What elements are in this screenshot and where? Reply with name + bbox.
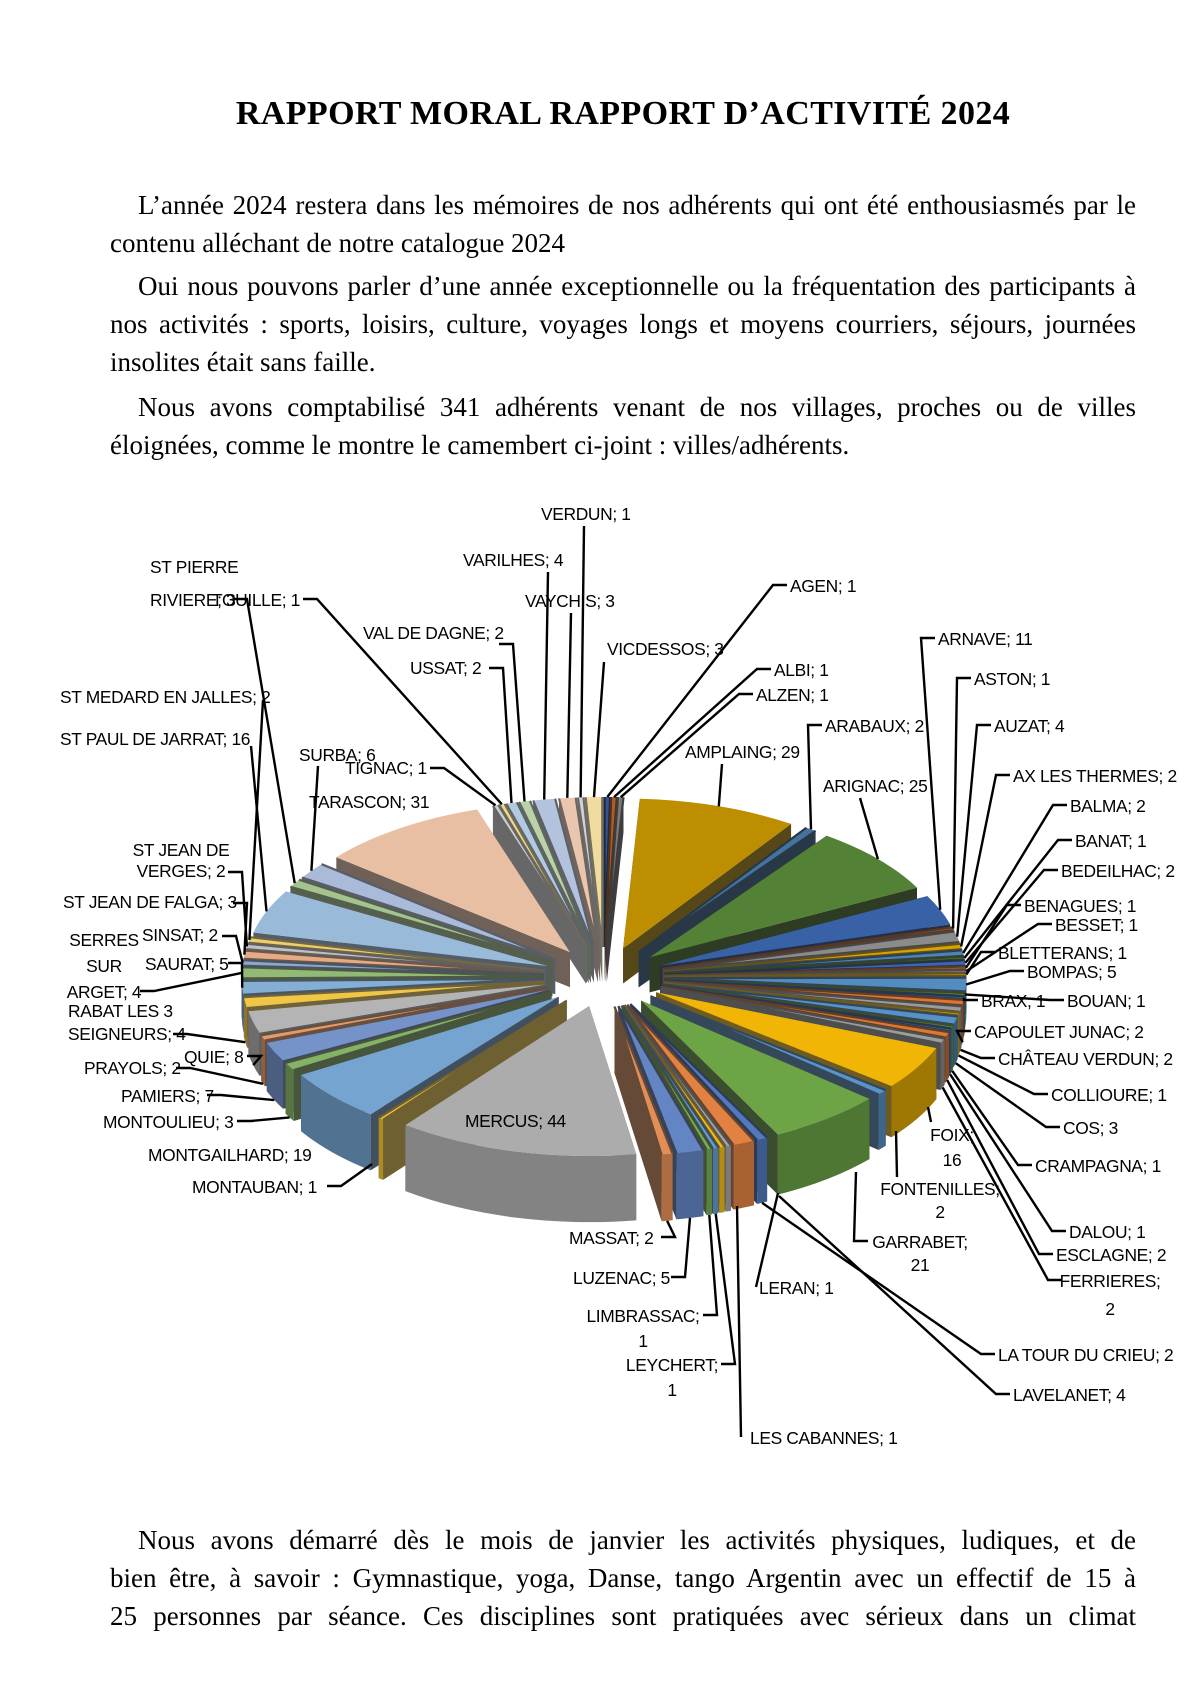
svg-text:LUZENAC; 5: LUZENAC; 5 xyxy=(573,1268,670,1288)
svg-text:ST MEDARD EN JALLES; 2: ST MEDARD EN JALLES; 2 xyxy=(60,687,270,707)
svg-text:ALZEN; 1: ALZEN; 1 xyxy=(756,685,829,705)
svg-text:LIMBRASSAC;: LIMBRASSAC; xyxy=(586,1306,699,1326)
svg-text:AUZAT; 4: AUZAT; 4 xyxy=(994,716,1065,736)
svg-text:SAURAT; 5: SAURAT; 5 xyxy=(145,954,229,974)
svg-text:ARGET; 4: ARGET; 4 xyxy=(67,982,142,1002)
svg-text:16: 16 xyxy=(943,1150,962,1170)
svg-text:LES CABANNES; 1: LES CABANNES; 1 xyxy=(750,1428,897,1448)
svg-text:ST JEAN DE: ST JEAN DE xyxy=(133,840,230,860)
svg-text:21: 21 xyxy=(911,1255,930,1275)
svg-text:CHÂTEAU VERDUN; 2: CHÂTEAU VERDUN; 2 xyxy=(998,1049,1173,1069)
svg-text:BEDEILHAC; 2: BEDEILHAC; 2 xyxy=(1061,861,1175,881)
svg-text:ST PIERRE: ST PIERRE xyxy=(150,557,238,577)
svg-text:ST JEAN DE FALGA; 3: ST JEAN DE FALGA; 3 xyxy=(63,892,237,912)
svg-text:TOUILLE; 1: TOUILLE; 1 xyxy=(212,590,300,610)
svg-text:2: 2 xyxy=(935,1202,944,1222)
svg-text:MONTAUBAN; 1: MONTAUBAN; 1 xyxy=(192,1177,317,1197)
svg-text:2: 2 xyxy=(1105,1299,1114,1319)
svg-text:DALOU; 1: DALOU; 1 xyxy=(1069,1222,1145,1242)
svg-text:ASTON; 1: ASTON; 1 xyxy=(974,669,1050,689)
svg-text:1: 1 xyxy=(638,1331,647,1351)
svg-text:GARRABET;: GARRABET; xyxy=(872,1232,967,1252)
svg-text:BALMA; 2: BALMA; 2 xyxy=(1070,796,1146,816)
svg-text:BOUAN; 1: BOUAN; 1 xyxy=(1067,991,1145,1011)
svg-text:LAVELANET; 4: LAVELANET; 4 xyxy=(1013,1385,1126,1405)
svg-text:PAMIERS; 7: PAMIERS; 7 xyxy=(121,1086,214,1106)
svg-text:TIGNAC; 1: TIGNAC; 1 xyxy=(345,758,427,778)
svg-text:LERAN; 1: LERAN; 1 xyxy=(759,1278,834,1298)
svg-text:CAPOULET JUNAC; 2: CAPOULET JUNAC; 2 xyxy=(974,1022,1144,1042)
svg-text:SEIGNEURS; 4: SEIGNEURS; 4 xyxy=(68,1024,186,1044)
svg-text:ARABAUX; 2: ARABAUX; 2 xyxy=(825,716,924,736)
svg-text:ALBI; 1: ALBI; 1 xyxy=(774,660,829,680)
svg-text:FONTENILLES;: FONTENILLES; xyxy=(880,1179,1000,1199)
svg-text:SURBA; 6: SURBA; 6 xyxy=(299,745,375,765)
svg-text:BANAT; 1: BANAT; 1 xyxy=(1075,831,1146,851)
svg-text:FERRIERES;: FERRIERES; xyxy=(1060,1271,1161,1291)
svg-text:PRAYOLS; 2: PRAYOLS; 2 xyxy=(84,1058,181,1078)
svg-text:BRAX; 1: BRAX; 1 xyxy=(981,991,1045,1011)
svg-text:MONTGAILHARD; 19: MONTGAILHARD; 19 xyxy=(148,1145,312,1165)
svg-text:LEYCHERT;: LEYCHERT; xyxy=(626,1355,718,1375)
svg-text:MASSAT; 2: MASSAT; 2 xyxy=(569,1228,653,1248)
svg-text:VARILHES; 4: VARILHES; 4 xyxy=(463,550,564,570)
svg-text:FOIX;: FOIX; xyxy=(930,1125,974,1145)
svg-text:BLETTERANS; 1: BLETTERANS; 1 xyxy=(998,943,1127,963)
svg-text:QUIE; 8: QUIE; 8 xyxy=(184,1047,243,1067)
svg-text:ST PAUL DE JARRAT; 16: ST PAUL DE JARRAT; 16 xyxy=(60,729,250,749)
svg-text:VAL DE DAGNE; 2: VAL DE DAGNE; 2 xyxy=(363,623,504,643)
svg-text:COS; 3: COS; 3 xyxy=(1063,1118,1118,1138)
svg-text:VERDUN; 1: VERDUN; 1 xyxy=(541,504,631,524)
svg-text:AX LES THERMES; 2: AX LES THERMES; 2 xyxy=(1013,766,1177,786)
svg-text:VICDESSOS; 3: VICDESSOS; 3 xyxy=(607,639,724,659)
svg-text:BESSET; 1: BESSET; 1 xyxy=(1055,915,1138,935)
svg-text:1: 1 xyxy=(667,1380,676,1400)
svg-text:VAYCHIS; 3: VAYCHIS; 3 xyxy=(525,591,615,611)
svg-text:MERCUS; 44: MERCUS; 44 xyxy=(465,1111,567,1131)
svg-text:BOMPAS; 5: BOMPAS; 5 xyxy=(1027,962,1116,982)
svg-text:AMPLAING; 29: AMPLAING; 29 xyxy=(685,742,800,762)
svg-text:TARASCON; 31: TARASCON; 31 xyxy=(309,792,429,812)
svg-text:SINSAT; 2: SINSAT; 2 xyxy=(142,925,218,945)
svg-text:MONTOULIEU; 3: MONTOULIEU; 3 xyxy=(103,1112,233,1132)
svg-text:RIVIERE; 3: RIVIERE; 3 xyxy=(150,590,235,610)
svg-text:SUR: SUR xyxy=(86,956,122,976)
svg-text:ESCLAGNE; 2: ESCLAGNE; 2 xyxy=(1056,1245,1166,1265)
svg-text:CRAMPAGNA; 1: CRAMPAGNA; 1 xyxy=(1035,1156,1161,1176)
svg-text:RABAT LES 3: RABAT LES 3 xyxy=(68,1001,173,1021)
svg-text:ARNAVE; 11: ARNAVE; 11 xyxy=(938,629,1032,649)
svg-text:SERRES: SERRES xyxy=(69,930,138,950)
svg-text:COLLIOURE; 1: COLLIOURE; 1 xyxy=(1051,1085,1167,1105)
svg-text:VERGES; 2: VERGES; 2 xyxy=(137,861,226,881)
svg-text:AGEN; 1: AGEN; 1 xyxy=(790,576,856,596)
svg-text:USSAT; 2: USSAT; 2 xyxy=(410,658,481,678)
svg-text:LA TOUR DU CRIEU; 2: LA TOUR DU CRIEU; 2 xyxy=(998,1345,1173,1365)
svg-text:BENAGUES; 1: BENAGUES; 1 xyxy=(1024,896,1136,916)
svg-text:ARIGNAC; 25: ARIGNAC; 25 xyxy=(823,776,927,796)
